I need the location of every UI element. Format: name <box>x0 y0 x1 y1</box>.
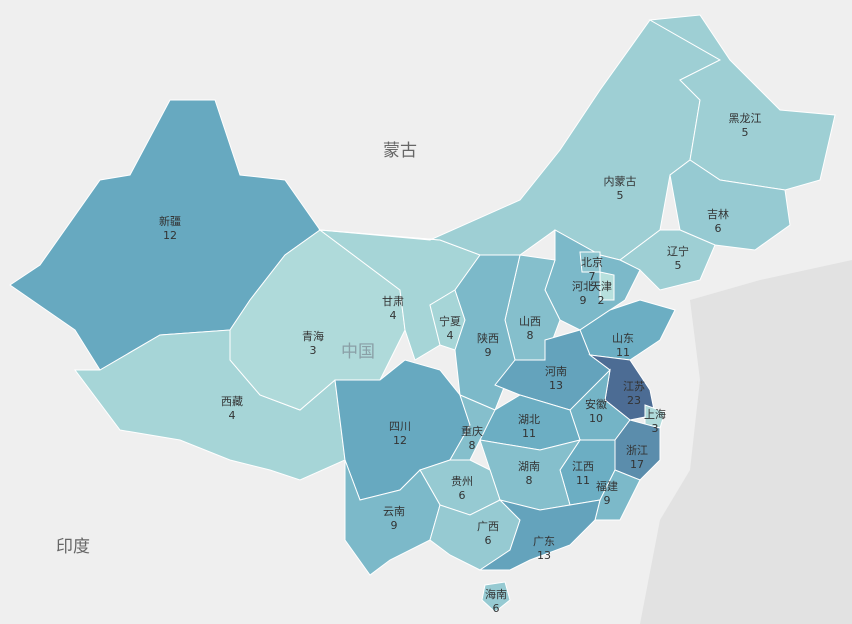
region-name: 湖南 <box>518 460 540 473</box>
region <box>481 581 511 613</box>
country-label: 蒙古 <box>383 141 417 161</box>
region-value: 12 <box>393 434 407 447</box>
region-value: 8 <box>526 474 533 487</box>
region-name: 青海 <box>302 329 324 343</box>
region-value: 11 <box>576 474 590 487</box>
region-name: 宁夏 <box>439 314 461 328</box>
region-name: 重庆 <box>461 424 483 438</box>
region-value: 6 <box>459 489 466 502</box>
region-name: 陕西 <box>477 331 499 345</box>
region-name: 云南 <box>383 505 405 518</box>
region-name: 黑龙江 <box>729 112 762 125</box>
region-value: 9 <box>391 519 398 532</box>
region-value: 5 <box>675 259 682 272</box>
region-value: 4 <box>390 309 397 322</box>
region-name: 河北 <box>572 280 594 293</box>
region-value: 23 <box>627 394 641 407</box>
region-value: 4 <box>229 409 236 422</box>
region-value: 3 <box>652 422 659 435</box>
region-name: 江苏 <box>623 380 645 393</box>
region <box>669 159 791 251</box>
region <box>594 469 641 521</box>
region-name: 北京 <box>581 255 603 269</box>
region-value: 2 <box>598 294 605 307</box>
regions <box>9 14 836 613</box>
region-name: 福建 <box>596 479 618 493</box>
region-name: 广东 <box>533 535 555 548</box>
region-name: 西藏 <box>221 395 243 408</box>
region-name: 浙江 <box>626 444 648 457</box>
region-name: 四川 <box>389 420 411 433</box>
region-value: 6 <box>715 222 722 235</box>
region-value: 5 <box>617 189 624 202</box>
region-value: 4 <box>447 329 454 342</box>
region-name: 江西 <box>572 460 594 473</box>
region-name: 山东 <box>612 332 634 345</box>
region-value: 3 <box>310 344 317 357</box>
region-name: 上海 <box>644 407 666 421</box>
region-value: 12 <box>163 229 177 242</box>
labels: 新疆12西藏4青海3甘肃4内蒙古5黑龙江5吉林6辽宁5河北9北京7天津2山西8宁… <box>159 112 762 615</box>
region <box>478 499 601 571</box>
region-value: 6 <box>485 534 492 547</box>
region-value: 13 <box>537 549 551 562</box>
region-value: 9 <box>485 346 492 359</box>
region-value: 5 <box>742 126 749 139</box>
region-name: 广西 <box>477 520 499 533</box>
region-value: 17 <box>630 458 644 471</box>
region-value: 13 <box>549 379 563 392</box>
region-value: 7 <box>589 270 596 283</box>
region-value: 11 <box>522 427 536 440</box>
region-value: 8 <box>527 329 534 342</box>
country-label: 印度 <box>56 537 90 557</box>
region-name: 河南 <box>545 365 567 378</box>
region <box>599 271 615 301</box>
region-name: 甘肃 <box>382 295 404 308</box>
sea <box>640 260 852 624</box>
region-value: 6 <box>493 602 500 615</box>
region-name: 贵州 <box>451 475 473 488</box>
region-value: 8 <box>469 439 476 452</box>
region-name: 内蒙古 <box>604 174 637 188</box>
region-value: 9 <box>604 494 611 507</box>
region-name: 海南 <box>485 587 507 601</box>
region-name: 吉林 <box>707 207 729 221</box>
region-value: 10 <box>589 412 603 425</box>
region-name: 山西 <box>519 315 541 328</box>
region-name: 辽宁 <box>667 244 689 258</box>
region-name: 安徽 <box>585 397 607 411</box>
region-name: 天津 <box>590 280 612 293</box>
region-value: 11 <box>616 346 630 359</box>
country-label: 中国 <box>341 342 375 362</box>
region-value: 9 <box>580 294 587 307</box>
region-name: 湖北 <box>518 413 540 426</box>
region-name: 新疆 <box>159 214 181 228</box>
